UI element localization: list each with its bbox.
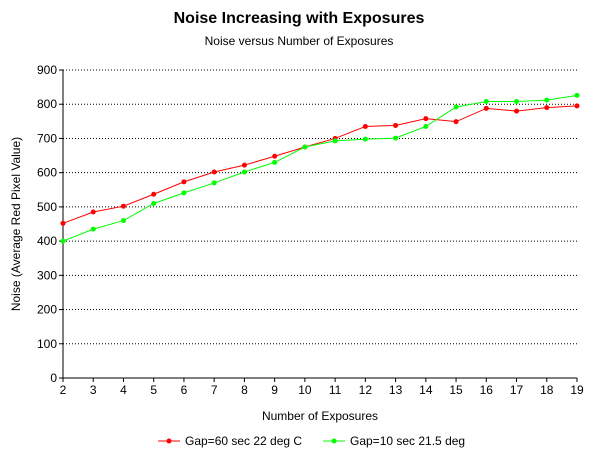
x-tick-label: 2 — [60, 383, 67, 397]
x-tick-label: 10 — [298, 383, 312, 397]
data-point — [272, 153, 278, 159]
x-tick-label: 9 — [271, 383, 278, 397]
y-tick-label: 900 — [37, 63, 57, 77]
data-point — [211, 180, 217, 186]
data-point — [574, 92, 580, 98]
legend: Gap=60 sec 22 deg C Gap=10 sec 21.5 deg — [158, 434, 465, 448]
data-point — [514, 108, 520, 114]
data-point — [393, 135, 399, 141]
series-line — [62, 94, 578, 242]
x-tick-label: 6 — [181, 383, 188, 397]
data-point — [241, 162, 247, 168]
y-tick-label: 100 — [37, 337, 57, 351]
data-point — [423, 116, 429, 122]
x-tick-label: 12 — [359, 383, 373, 397]
x-tick-label: 15 — [449, 383, 463, 397]
series-line — [62, 105, 578, 224]
axis-layer: 0 100 200 300 400 500 600 700 800 900 2 3 4 5 6 7 8 9 10 11… — [37, 63, 584, 397]
y-tick-label: 400 — [37, 234, 57, 248]
x-tick-label: 13 — [389, 383, 403, 397]
chart-subtitle: Noise versus Number of Exposures — [205, 34, 394, 48]
x-tick-label: 11 — [329, 383, 342, 397]
y-tick-label: 300 — [37, 268, 57, 282]
data-point — [151, 200, 157, 206]
grid-layer — [63, 69, 577, 345]
legend-swatch-marker — [166, 438, 172, 444]
x-tick-label: 16 — [480, 383, 494, 397]
data-point — [362, 136, 368, 142]
series-layer — [60, 92, 580, 244]
chart-title: Noise Increasing with Exposures — [174, 10, 425, 27]
y-axis-label: Noise (Average Red Pixel Value) — [9, 137, 23, 311]
x-tick-label: 3 — [90, 383, 97, 397]
y-tick-label: 700 — [37, 131, 57, 145]
x-tick-label: 8 — [241, 383, 248, 397]
data-point — [483, 98, 489, 104]
data-point — [514, 98, 520, 104]
data-point — [120, 203, 126, 209]
y-tick-label: 800 — [37, 97, 57, 111]
data-point — [151, 191, 157, 197]
y-tick-label: 200 — [37, 303, 57, 317]
legend-swatch-marker — [331, 438, 337, 444]
data-point — [60, 220, 66, 226]
x-tick-label: 5 — [150, 383, 157, 397]
data-point — [453, 119, 459, 125]
data-point — [211, 169, 217, 175]
data-point — [181, 190, 187, 196]
data-point — [302, 144, 308, 150]
data-point — [393, 122, 399, 128]
legend-label: Gap=60 sec 22 deg C — [185, 434, 302, 448]
y-tick-label: 500 — [37, 200, 57, 214]
data-point — [483, 105, 489, 111]
data-point — [332, 138, 338, 144]
data-point — [90, 209, 96, 215]
data-point — [423, 123, 429, 129]
x-tick-label: 7 — [211, 383, 218, 397]
x-tick-label: 18 — [540, 383, 554, 397]
x-tick-label: 17 — [510, 383, 524, 397]
data-point — [90, 226, 96, 232]
data-point — [544, 105, 550, 111]
x-tick-label: 4 — [120, 383, 127, 397]
data-point — [272, 159, 278, 165]
data-point — [60, 238, 66, 244]
data-point — [181, 179, 187, 185]
x-axis-label: Number of Exposures — [262, 409, 378, 423]
data-point — [362, 123, 368, 129]
data-point — [574, 103, 580, 109]
x-tick-label: 19 — [570, 383, 584, 397]
y-tick-label: 600 — [37, 166, 57, 180]
data-point — [544, 97, 550, 103]
legend-label: Gap=10 sec 21.5 deg — [350, 434, 465, 448]
x-tick-label: 14 — [419, 383, 433, 397]
y-tick-label: 0 — [50, 371, 57, 385]
data-point — [120, 218, 126, 224]
data-point — [241, 169, 247, 175]
data-point — [453, 104, 459, 110]
